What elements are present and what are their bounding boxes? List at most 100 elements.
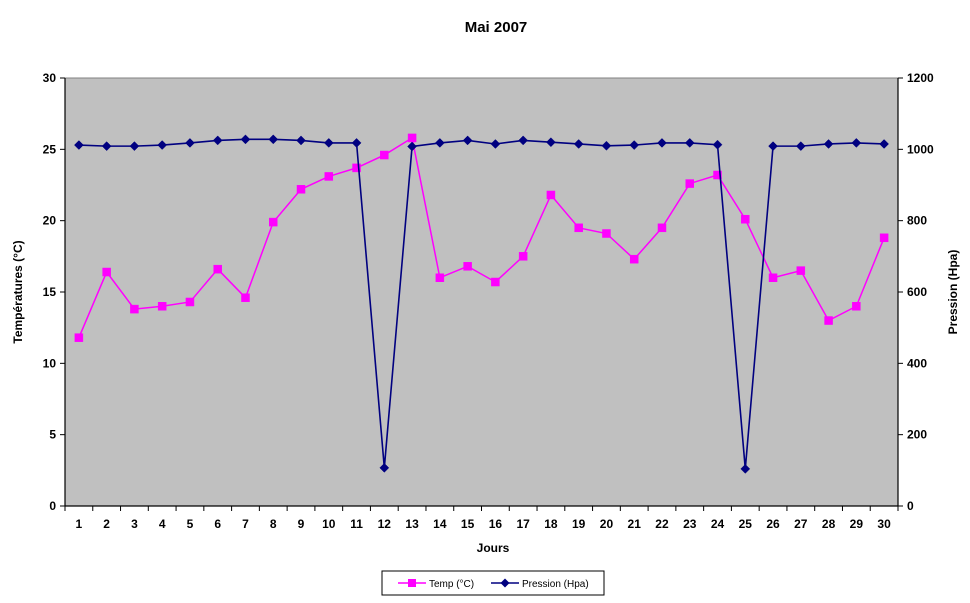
x-tick-label: 12 xyxy=(378,517,392,531)
plot-area xyxy=(64,77,899,507)
pression-point xyxy=(851,138,862,148)
temp-point xyxy=(185,297,195,307)
temp-point xyxy=(796,266,806,275)
x-tick-label: 18 xyxy=(544,517,558,531)
pression-point xyxy=(379,462,390,473)
pression-point xyxy=(240,134,251,145)
pression-point xyxy=(407,141,417,152)
temp-point xyxy=(713,170,722,180)
pression-point xyxy=(768,141,778,151)
x-tick-label: 21 xyxy=(628,517,642,531)
x-tick-label: 1 xyxy=(76,517,83,531)
pression-point xyxy=(101,141,112,151)
temp-point xyxy=(629,254,639,264)
series-line-temp xyxy=(78,136,885,338)
pression-point xyxy=(684,138,695,148)
x-tick-label: 8 xyxy=(270,517,277,531)
pression-point xyxy=(879,139,889,149)
x-tick-label: 24 xyxy=(711,517,725,531)
legend-marker-temp xyxy=(408,579,416,587)
pression-point xyxy=(129,141,140,151)
pression-point xyxy=(657,138,667,148)
temp-point xyxy=(768,273,778,282)
temp-point xyxy=(435,273,445,282)
pression-point xyxy=(573,139,584,149)
x-tick-label: 20 xyxy=(600,517,614,531)
x-tick-label: 29 xyxy=(850,517,864,531)
y-axis-title: Températures (°C) xyxy=(11,240,25,343)
pression-point xyxy=(712,139,723,150)
y-tick-label: 0 xyxy=(49,499,56,513)
temp-point xyxy=(407,133,417,143)
pression-point xyxy=(323,138,334,148)
temp-point xyxy=(380,150,389,160)
y-tick-label: 5 xyxy=(49,428,56,442)
x-tick-label: 9 xyxy=(298,517,305,531)
y2-tick-label: 0 xyxy=(907,499,914,513)
y2-tick-label: 600 xyxy=(907,285,927,299)
pression-point xyxy=(629,140,640,150)
y2-tick-label: 400 xyxy=(907,356,927,370)
temp-point xyxy=(741,214,750,224)
x-tick-label: 30 xyxy=(877,517,891,531)
pression-point xyxy=(296,135,306,146)
pression-point xyxy=(185,138,195,148)
temp-point xyxy=(602,229,611,238)
pression-point xyxy=(546,137,556,148)
y-tick-label: 15 xyxy=(43,285,57,299)
x-tick-label: 4 xyxy=(159,517,166,531)
x-tick-label: 27 xyxy=(794,517,808,531)
x-tick-label: 22 xyxy=(655,517,669,531)
legend: Temp (°C) Pression (Hpa) xyxy=(381,570,605,596)
pression-point xyxy=(795,141,806,151)
pression-point xyxy=(434,138,445,148)
x-tick-label: 13 xyxy=(405,517,419,531)
series-layer xyxy=(74,133,889,474)
x-tick-label: 7 xyxy=(242,517,249,531)
x-tick-label: 19 xyxy=(572,517,586,531)
temp-point xyxy=(463,262,472,271)
y2-tick-label: 200 xyxy=(907,428,927,442)
y2-axis-title: Pression (Hpa) xyxy=(946,250,960,335)
temp-point xyxy=(574,223,583,233)
y-tick-label: 20 xyxy=(43,214,57,228)
temp-point xyxy=(546,190,556,200)
pression-point xyxy=(74,140,84,150)
y-tick-label: 30 xyxy=(43,71,57,85)
temp-point xyxy=(157,302,167,311)
temp-point xyxy=(269,217,278,227)
temp-point xyxy=(130,304,139,314)
x-tick-label: 2 xyxy=(103,517,110,531)
series-line-pression xyxy=(78,138,885,469)
pression-point xyxy=(740,464,751,474)
y2-tick-label: 800 xyxy=(907,214,927,228)
legend-label-pression: Pression (Hpa) xyxy=(522,579,589,590)
pression-point xyxy=(601,140,612,151)
x-tick-label: 28 xyxy=(822,517,836,531)
x-axis-title: Jours xyxy=(477,541,510,555)
temp-point xyxy=(685,179,694,188)
y-tick-label: 10 xyxy=(43,356,57,370)
x-tick-label: 23 xyxy=(683,517,697,531)
pression-point xyxy=(212,135,223,146)
y-tick-label: 25 xyxy=(43,142,57,156)
x-tick-label: 17 xyxy=(516,517,530,531)
pression-point xyxy=(157,140,168,150)
temp-point xyxy=(824,316,833,325)
pression-point xyxy=(490,139,501,149)
legend-label-temp: Temp (°C) xyxy=(429,579,474,590)
x-tick-label: 5 xyxy=(187,517,194,531)
temp-point xyxy=(241,293,250,302)
x-tick-label: 25 xyxy=(739,517,753,531)
pression-point xyxy=(351,138,362,148)
x-tick-label: 16 xyxy=(489,517,503,531)
temp-point xyxy=(852,302,861,311)
temp-point xyxy=(491,277,500,287)
pression-point xyxy=(462,135,473,146)
temp-point xyxy=(324,172,334,181)
temp-point xyxy=(352,163,361,173)
y2-tick-label: 1200 xyxy=(907,71,934,85)
x-tick-label: 15 xyxy=(461,517,475,531)
